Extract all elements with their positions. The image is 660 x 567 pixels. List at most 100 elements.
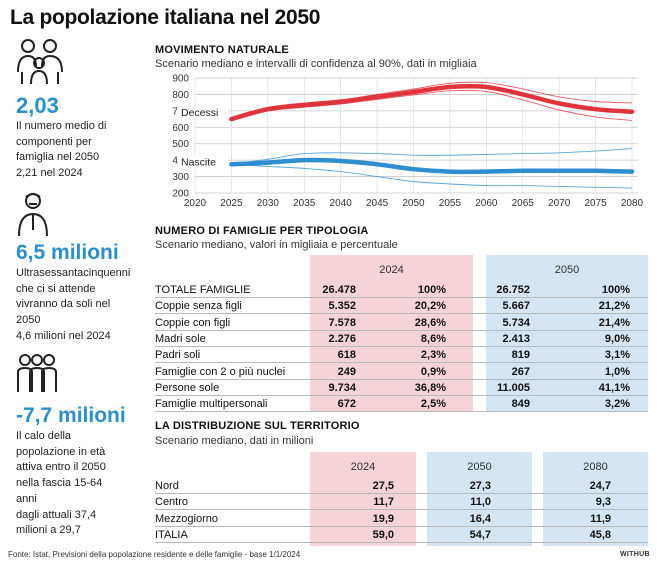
y-tick-label: 200: [172, 189, 189, 200]
column-header-2050: 2050: [467, 461, 492, 473]
stat-value: 6,5 milioni: [16, 241, 119, 264]
family-icon: [14, 36, 66, 93]
page-title: La popolazione italiana nel 2050: [10, 6, 321, 29]
y-tick-label: 700: [172, 106, 189, 117]
percent-2050: 9,0%: [604, 332, 630, 345]
row-label: Madri sole: [155, 332, 206, 345]
value-2050: 819: [511, 349, 530, 362]
decessi-lower-bound-line: [231, 89, 633, 121]
percent-2050: 21,2%: [598, 300, 630, 313]
table-row: ITALIA 59,0 54,7 45,8: [155, 527, 648, 543]
column-header-2024: 2024: [379, 264, 404, 276]
table-row: Famiglie multipersonali 672 2,5% 849 3,2%: [155, 396, 648, 413]
x-tick-label: 2025: [220, 198, 243, 209]
row-label: Padri soli: [155, 349, 201, 362]
x-tick-label: 2075: [584, 198, 607, 209]
row-label: TOTALE FAMIGLIE: [155, 284, 251, 296]
nascite-series-label: Nascite: [181, 156, 216, 168]
value-2024: 26.478: [322, 284, 356, 296]
x-tick-label: 2035: [293, 198, 316, 209]
table-row: Coppie senza figli 5.352 20,2% 5.667 21,2%: [155, 298, 648, 315]
x-tick-label: 2080: [621, 198, 644, 209]
percent-2050: 3,2%: [604, 398, 630, 411]
chart-title: MOVIMENTO NATURALE: [155, 44, 289, 56]
value-2050: 26.752: [496, 284, 530, 296]
x-tick-label: 2020: [184, 198, 207, 209]
x-tick-label: 2055: [439, 198, 462, 209]
value-2050: 16,4: [469, 512, 491, 525]
territory-table-title: LA DISTRIBUZIONE SUL TERRITORIO: [155, 420, 360, 432]
row-label: Persone sole: [155, 381, 220, 394]
column-2050-background: [427, 452, 532, 546]
column-header-2080: 2080: [583, 461, 608, 473]
percent-2024: 0,9%: [420, 365, 446, 378]
value-2024: 9.734: [328, 381, 356, 394]
percent-2050: 1,0%: [604, 365, 630, 378]
value-2080: 9,3: [595, 496, 611, 509]
value-2080: 24,7: [589, 480, 611, 492]
percent-2024: 8,6%: [420, 332, 446, 345]
value-2024: 249: [337, 365, 356, 378]
elderly-person-icon: [16, 190, 50, 243]
y-tick-label: 800: [172, 90, 189, 101]
stat-description: Ultrasessantacinquenni che ci si attende…: [16, 267, 131, 342]
table-row: Nord 27,5 27,3 24,7: [155, 478, 648, 494]
value-2080: 11,9: [590, 512, 611, 525]
percent-2024: 36,8%: [414, 381, 446, 394]
stat-value: 2,03: [16, 93, 59, 118]
brand-logo: WITHUB: [620, 551, 650, 558]
table-row: Madri sole 2.276 8,6% 2.413 9,0%: [155, 331, 648, 347]
column-2024-background: [310, 452, 416, 546]
y-tick-label: 500: [172, 139, 189, 150]
x-tick-label: 2030: [257, 198, 280, 209]
nascite-lower-bound-line: [231, 164, 633, 189]
x-tick-label: 2040: [330, 198, 353, 209]
table-row: Coppie con figli 7.578 28,6% 5.734 21,4%: [155, 315, 648, 331]
value-2050: 11,0: [470, 496, 491, 509]
value-2024: 2.276: [328, 332, 356, 345]
value-2050: 849: [511, 398, 530, 411]
table-row: Famiglie con 2 o più nuclei 249 0,9% 267 1,0…: [155, 364, 648, 380]
value-2050: 267: [511, 365, 530, 378]
decessi-series-line: [229, 84, 635, 122]
table-row: Padri soli 618 2,3% 819 3,1%: [155, 347, 648, 364]
y-tick-label: 900: [172, 74, 189, 85]
percent-2050: 41,1%: [598, 381, 630, 394]
value-2024: 618: [337, 349, 356, 362]
value-2080: 45,8: [589, 528, 611, 541]
value-2050: 5.667: [502, 300, 530, 313]
table-row: Persone sole 9.734 36,8% 11.005 41,1%: [155, 380, 648, 396]
row-label: Mezzogiorno: [155, 512, 218, 525]
percent-2024: 28,6%: [414, 316, 446, 329]
row-label: Coppie senza figli: [155, 300, 242, 313]
value-2050: 2.413: [502, 332, 530, 345]
territory-table-subtitle: Scenario mediano, dati in milioni: [155, 435, 314, 447]
nascite-series-line: [229, 157, 635, 175]
percent-2050: 3,1%: [604, 349, 630, 362]
x-tick-label: 2060: [475, 198, 498, 209]
value-2024: 5.352: [328, 300, 356, 313]
value-2024: 27,5: [372, 480, 394, 492]
x-tick-label: 2070: [548, 198, 571, 209]
working-group-icon: [14, 352, 60, 403]
column-2024-background: [310, 255, 473, 411]
x-tick-label: 2050: [402, 198, 425, 209]
table-row: TOTALE FAMIGLIE 26.478 100% 26.752 100%: [155, 282, 648, 298]
row-label: ITALIA: [155, 528, 188, 541]
value-2024: 59,0: [372, 528, 394, 541]
decessi-label-background: [178, 106, 229, 120]
stat-value: -7,7 milioni: [16, 404, 126, 427]
decessi-upper-bound-line: [231, 81, 633, 120]
value-2024: 672: [337, 398, 356, 411]
percent-2024: 2,3%: [420, 349, 446, 362]
table-row: Mezzogiorno 19,9 16,4 11,9: [155, 511, 648, 527]
stat-description: Il calo della popolazione in età attiva …: [16, 430, 106, 537]
row-label: Famiglie con 2 o più nuclei: [155, 365, 286, 378]
x-tick-label: 2045: [366, 198, 389, 209]
source-note: Fonte: Istat, Previsioni della popolazio…: [8, 550, 301, 559]
nascite-label-background: [178, 155, 229, 169]
row-label: Centro: [155, 496, 189, 509]
value-2050: 27,3: [469, 480, 491, 492]
value-2024: 19,9: [372, 512, 394, 525]
y-tick-label: 300: [172, 172, 189, 183]
